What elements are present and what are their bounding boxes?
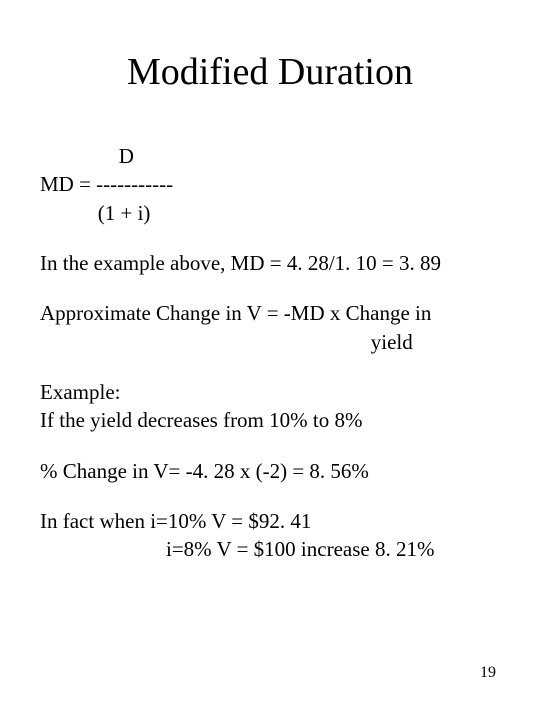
approx-change-paragraph: Approximate Change in V = -MD x Change i… [40, 299, 500, 356]
example-md-paragraph: In the example above, MD = 4. 28/1. 10 =… [40, 249, 500, 277]
example-yield-line: If the yield decreases from 10% to 8% [40, 406, 500, 434]
slide: Modified Duration D MD = ----------- (1 … [0, 0, 540, 720]
formula-line-3: (1 + i) [40, 201, 150, 225]
approx-line-2: yield [40, 330, 413, 354]
formula-block: D MD = ----------- (1 + i) [40, 142, 500, 227]
page-number: 19 [480, 664, 496, 682]
formula-line-1: D [40, 144, 134, 168]
formula-line-2: MD = ----------- [40, 172, 173, 196]
example-header: Example: [40, 378, 500, 406]
approx-line-1: Approximate Change in V = -MD x Change i… [40, 301, 431, 325]
in-fact-line-1: In fact when i=10% V = $92. 41 [40, 509, 311, 533]
in-fact-paragraph: In fact when i=10% V = $92. 41 i=8% V = … [40, 507, 500, 564]
in-fact-line-2: i=8% V = $100 increase 8. 21% [40, 537, 434, 561]
slide-title: Modified Duration [40, 50, 500, 94]
slide-body: D MD = ----------- (1 + i) In the exampl… [40, 142, 500, 564]
pct-change-paragraph: % Change in V= -4. 28 x (-2) = 8. 56% [40, 457, 500, 485]
example-paragraph: Example: If the yield decreases from 10%… [40, 378, 500, 435]
